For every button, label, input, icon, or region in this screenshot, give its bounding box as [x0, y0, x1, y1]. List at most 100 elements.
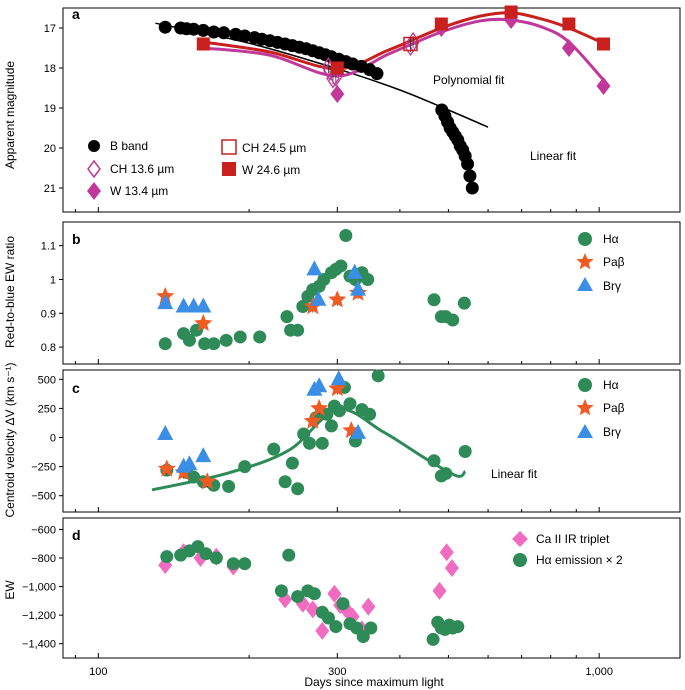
y-tick-label-d: −600: [31, 524, 56, 536]
data-point: [291, 590, 305, 604]
legend-label-pab-c: Paβ: [603, 401, 625, 415]
fit-line-a-0: [155, 22, 489, 128]
data-point: [350, 280, 367, 296]
y-tick-label-b: 0.9: [41, 308, 56, 320]
y-tick-label-b: 0.8: [41, 342, 56, 354]
y-tick-label-c: −250: [31, 462, 56, 474]
data-point: [196, 23, 210, 37]
data-point: [160, 550, 174, 564]
data-point: [274, 584, 288, 598]
legend-label-bband: B band: [110, 139, 148, 153]
data-point: [432, 581, 447, 600]
data-point: [296, 300, 310, 314]
data-point: [311, 377, 328, 393]
panel-letter-c: c: [72, 380, 80, 396]
data-point: [198, 337, 212, 351]
panel-d: −1,400 −1,200 −1,000 −800 −600: [22, 517, 681, 659]
legend-marker-ca: [512, 531, 528, 547]
series-a-4: [196, 5, 610, 75]
data-point: [336, 597, 350, 611]
fit-line-a-1: [203, 17, 605, 82]
series-b-2: [157, 260, 367, 313]
data-point: [310, 398, 329, 417]
data-point: [361, 597, 376, 616]
data-point: [315, 436, 329, 450]
data-point: [278, 475, 292, 489]
data-point: [361, 272, 375, 286]
data-point: [207, 25, 221, 39]
data-point: [458, 444, 472, 458]
data-point: [181, 455, 198, 471]
y-tick-label-c: −500: [31, 491, 56, 503]
data-point: [326, 68, 340, 89]
data-point: [157, 425, 174, 441]
data-point: [426, 632, 440, 646]
x-axis-title: Days since maximum light: [304, 675, 444, 689]
data-point: [303, 411, 322, 429]
y-tick-label-a: 17: [44, 23, 56, 35]
panel-letter-a: a: [72, 6, 80, 22]
legend-marker-ha2: [513, 553, 527, 567]
data-point: [196, 37, 210, 51]
legend-marker-pab-c: [576, 399, 594, 416]
data-point: [158, 337, 172, 351]
data-point: [198, 472, 217, 490]
y-tick-label-a: 21: [44, 183, 56, 195]
data-point: [332, 404, 346, 418]
data-point: [195, 447, 212, 463]
data-point: [457, 296, 471, 310]
data-point: [346, 263, 363, 279]
y-tick-label-b: 1: [50, 274, 56, 286]
data-point: [364, 621, 378, 635]
legend-label-ha-c: Hα: [603, 378, 619, 392]
series-b-0: [158, 229, 471, 351]
y-tick-label-b: 1.1: [41, 241, 56, 253]
data-point: [238, 460, 252, 474]
y-tick-label-c: 500: [38, 374, 56, 386]
data-point: [219, 333, 233, 347]
annotation-linear-fit-c: Linear fit: [491, 467, 538, 481]
legend-marker-ch245: [221, 139, 237, 155]
panel-frame-b: [62, 221, 681, 365]
data-point: [562, 17, 576, 31]
ylabel-a: Apparent magnitude: [3, 61, 17, 169]
data-point: [327, 584, 342, 603]
data-point: [280, 310, 294, 324]
data-point: [504, 5, 518, 19]
data-point: [315, 621, 330, 640]
data-point: [175, 297, 192, 313]
data-point: [321, 611, 335, 625]
data-point: [427, 293, 441, 307]
data-point: [303, 436, 317, 450]
data-point: [222, 479, 236, 493]
data-point: [328, 290, 347, 308]
data-point: [461, 157, 475, 171]
data-point: [434, 17, 448, 31]
data-point: [446, 313, 460, 327]
legend-label-w134: W 13.4 µm: [110, 184, 168, 198]
legend-marker-pab-b: [576, 253, 594, 270]
data-point: [187, 470, 201, 484]
legend-label-ha2: Hα emission × 2: [536, 553, 623, 567]
panel-letter-d: d: [72, 527, 81, 543]
data-point: [282, 548, 296, 562]
data-point: [157, 294, 174, 310]
legend-marker-ch136: [87, 159, 101, 179]
data-point: [207, 337, 221, 351]
data-point: [310, 290, 327, 306]
y-tick-label-d: −1,400: [22, 639, 56, 651]
data-point: [195, 297, 212, 313]
legend-label-w246: W 24.6 µm: [242, 163, 300, 177]
series-c-1: [157, 379, 361, 490]
data-point: [226, 557, 240, 571]
data-point: [182, 333, 196, 347]
data-point: [329, 620, 343, 634]
y-tick-label-a: 18: [44, 63, 56, 75]
data-point: [158, 20, 172, 34]
data-point: [233, 330, 247, 344]
y-tick-label-d: −800: [31, 553, 56, 565]
legend-marker-w246: [222, 162, 236, 176]
data-point: [330, 85, 345, 103]
data-point: [343, 397, 357, 411]
data-point: [328, 379, 347, 397]
